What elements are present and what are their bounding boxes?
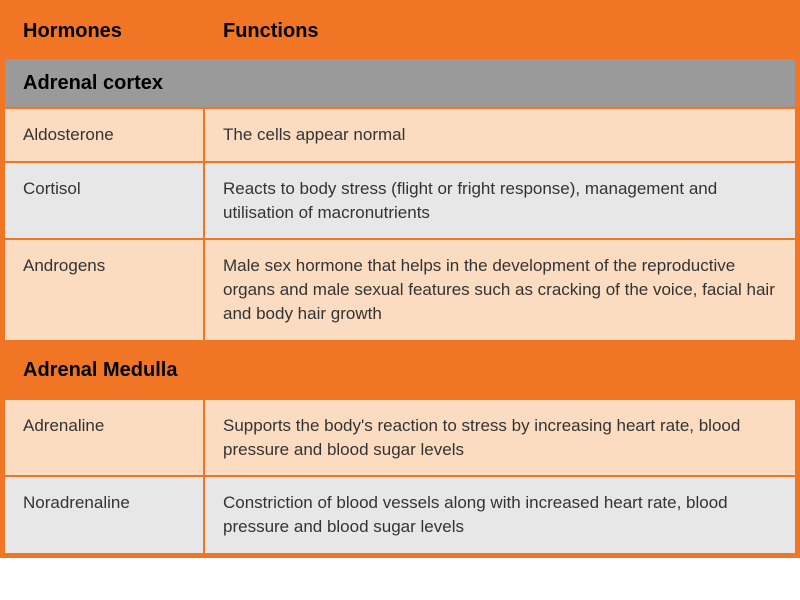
hormone-name: Adrenaline	[4, 399, 204, 477]
table-row: Androgens Male sex hormone that helps in…	[4, 239, 796, 340]
hormone-function: Supports the body's reaction to stress b…	[204, 399, 796, 477]
hormone-function: The cells appear normal	[204, 108, 796, 162]
column-header-functions: Functions	[204, 4, 796, 58]
table-row: Adrenaline Supports the body's reaction …	[4, 399, 796, 477]
hormone-function: Male sex hormone that helps in the devel…	[204, 239, 796, 340]
section-header: Adrenal cortex	[4, 58, 796, 108]
hormone-function: Constriction of blood vessels along with…	[204, 476, 796, 554]
table-row: Aldosterone The cells appear normal	[4, 108, 796, 162]
hormone-name: Cortisol	[4, 162, 204, 240]
section-title: Adrenal cortex	[4, 58, 796, 108]
section-title: Adrenal Medulla	[4, 341, 796, 399]
table-row: Noradrenaline Constriction of blood vess…	[4, 476, 796, 554]
section-header: Adrenal Medulla	[4, 341, 796, 399]
hormone-name: Androgens	[4, 239, 204, 340]
hormones-table: Hormones Functions Adrenal cortex Aldost…	[0, 0, 800, 558]
table-header-row: Hormones Functions	[4, 4, 796, 58]
table-row: Cortisol Reacts to body stress (flight o…	[4, 162, 796, 240]
hormone-name: Noradrenaline	[4, 476, 204, 554]
hormone-name: Aldosterone	[4, 108, 204, 162]
hormone-function: Reacts to body stress (flight or fright …	[204, 162, 796, 240]
column-header-hormones: Hormones	[4, 4, 204, 58]
